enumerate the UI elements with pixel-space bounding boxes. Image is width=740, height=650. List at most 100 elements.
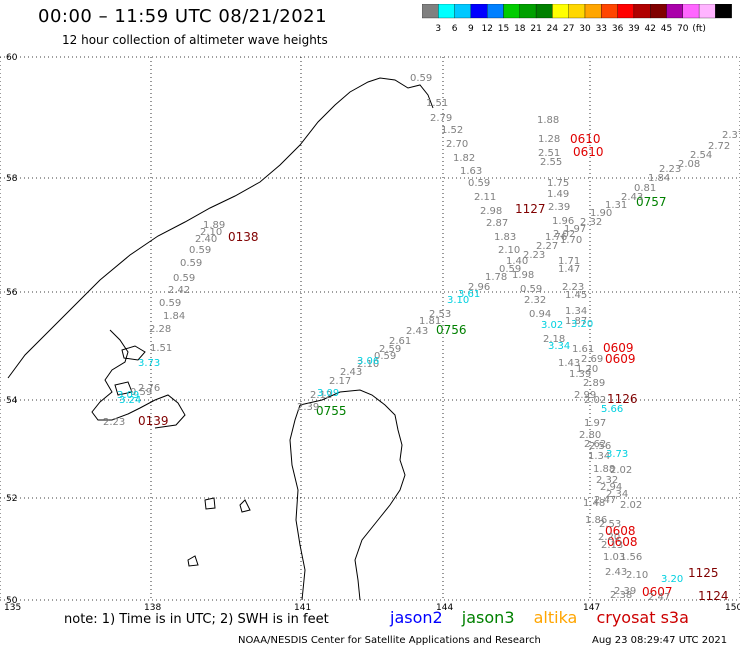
wave-height-value: 2.47: [648, 592, 670, 603]
wave-height-value: 0.59: [374, 351, 396, 362]
wave-height-value: 1.39: [569, 369, 591, 380]
colorbar-label: 21: [530, 24, 541, 34]
wave-height-value: 2.23: [523, 250, 545, 261]
colorbar-swatch: [552, 4, 569, 19]
wave-height-value: 2.62: [584, 439, 606, 450]
wave-height-value: 1.20: [576, 364, 598, 375]
lat-lon-grid: [0, 56, 740, 601]
wave-height-value: 1.51: [426, 98, 448, 109]
wave-height-value: 2.47: [594, 495, 616, 506]
wave-height-value: 2.94: [600, 482, 622, 493]
wave-height-value: 3.73: [606, 449, 628, 460]
wave-height-value: 1.97: [584, 418, 606, 429]
observation-time-label: 1126: [607, 392, 638, 406]
colorbar-swatch: [584, 4, 602, 19]
colorbar-label: 15: [498, 24, 509, 34]
wave-height-value: 1.56: [620, 552, 642, 563]
lat-tick-label: 54: [6, 396, 18, 406]
wave-height-value: 2.43: [605, 567, 627, 578]
wave-height-value: 2.40: [195, 234, 217, 245]
lat-tick-label: 56: [6, 288, 18, 298]
wave-height-value: 1.34: [588, 451, 610, 462]
wave-height-value: 2.10: [498, 245, 520, 256]
wave-height-value: 2.20: [598, 532, 620, 543]
wave-height-value: 3.02: [541, 320, 563, 331]
wave-height-value: 1.48: [583, 498, 605, 509]
wave-height-value: 1.61: [572, 344, 594, 355]
wave-height-value: 2.53: [429, 309, 451, 320]
timestamp-text: Aug 23 08:29:47 UTC 2021: [592, 635, 728, 646]
wave-height-value: 2.39: [548, 202, 570, 213]
lat-tick-label: 50: [6, 596, 18, 606]
colorbar-swatch: [487, 4, 504, 19]
wave-height-value: 2.32: [596, 475, 618, 486]
legend-jason2: jason2: [390, 608, 443, 627]
wave-height-value: 1.98: [512, 270, 534, 281]
coastline-mainland: [289, 404, 306, 601]
wave-height-value: 1.43: [558, 358, 580, 369]
wave-height-value: 2.02: [584, 395, 606, 406]
colorbar-label: 27: [563, 24, 574, 34]
observation-time-label: 0609: [603, 341, 634, 355]
wave-height-value: 0.94: [529, 309, 551, 320]
colorbar-label: 9: [468, 24, 474, 34]
wave-height-value: 2.53: [599, 519, 621, 530]
wave-height-value: 2.79: [430, 113, 452, 124]
colorbar-label: 12: [481, 24, 492, 34]
wave-height-value: 2.51: [538, 148, 560, 159]
wave-height-value: 2.23: [103, 417, 125, 428]
colorbar-label: (ft): [692, 24, 706, 34]
wave-height-value: 2.89: [583, 378, 605, 389]
wave-height-value: 1.87: [565, 316, 587, 327]
wave-height-value: 1.84: [163, 311, 185, 322]
wave-height-value: 2.42: [168, 285, 190, 296]
wave-height-value: 1.83: [494, 232, 516, 243]
wave-height-value: 0.59: [180, 258, 202, 269]
observation-time-label: 1127: [515, 202, 546, 216]
wave-height-value: 3.09: [117, 390, 139, 401]
wave-height-value: 1.84: [648, 173, 670, 184]
wave-height-value: 2.32: [580, 217, 602, 228]
island-shapes: [114, 345, 251, 567]
observation-time-label: 0608: [605, 524, 636, 538]
wave-height-value: 1.51: [150, 343, 172, 354]
wave-height-value: 2.87: [486, 218, 508, 229]
observation-time-label: 0610: [573, 145, 604, 159]
colorbar-label: 70: [677, 24, 689, 34]
wave-height-value: 1.82: [453, 153, 475, 164]
colorbar-swatch: [422, 4, 439, 19]
legend-altika: altika: [533, 608, 578, 627]
wave-height-value: 5.66: [601, 404, 623, 415]
colorbar-label: 42: [644, 24, 655, 34]
wave-height-value: 1.49: [547, 189, 569, 200]
wave-height-value: 3.61: [458, 289, 480, 300]
wave-height-value: 2.32: [524, 295, 546, 306]
wave-height-value: 1.03: [603, 552, 625, 563]
wave-height-value: 2.38: [610, 590, 632, 601]
wave-height-value: 2.59: [379, 344, 401, 355]
legend-cryosat: cryosat s3a: [596, 608, 689, 627]
wave-height-value: 2.23: [659, 164, 681, 175]
wave-height-value: 0.59: [499, 264, 521, 275]
wave-height-value: 2.10: [626, 570, 648, 581]
colorbar-swatch: [503, 4, 520, 19]
colorbar-swatch: [470, 4, 488, 19]
wave-height-value: 2.43: [621, 192, 643, 203]
wave-height-value: 2.12: [310, 390, 332, 401]
wave-height-value: 2.56: [589, 441, 611, 452]
wave-height-value: 3.09: [317, 388, 339, 399]
colorbar-swatch: [519, 4, 537, 19]
colorbar-swatch: [601, 4, 618, 19]
colorbar-swatch: [454, 4, 472, 19]
wave-height-value: 2.18: [543, 334, 565, 345]
colorbar-swatch: [633, 4, 651, 19]
observation-time-label: 0757: [636, 195, 667, 209]
wave-height-value: 2.76: [138, 383, 160, 394]
wave-height-value: 1.45: [565, 290, 587, 301]
wave-height-value: 2.43: [340, 367, 362, 378]
wave-height-value: 2.39: [614, 586, 636, 597]
wave-height-value: 2.27: [536, 241, 558, 252]
wave-height-value: 1.88: [593, 464, 615, 475]
